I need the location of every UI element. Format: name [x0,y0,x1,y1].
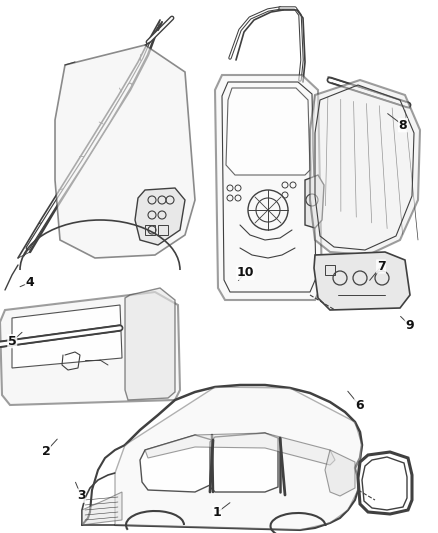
Text: 4: 4 [25,276,34,289]
Polygon shape [140,435,212,492]
Polygon shape [325,450,355,496]
Polygon shape [305,175,324,228]
Polygon shape [125,288,175,400]
Polygon shape [55,45,195,258]
Text: 10: 10 [237,266,254,279]
Polygon shape [82,492,122,525]
Polygon shape [215,75,322,300]
Polygon shape [210,433,278,492]
Polygon shape [310,80,420,255]
Text: 7: 7 [377,260,385,273]
Polygon shape [358,452,412,514]
Text: 8: 8 [399,119,407,132]
Polygon shape [135,188,185,245]
Text: 3: 3 [77,489,85,502]
Text: 6: 6 [355,399,364,411]
Polygon shape [115,387,362,530]
Polygon shape [0,292,180,405]
Text: 9: 9 [405,319,414,332]
Polygon shape [12,305,122,368]
Polygon shape [145,433,335,465]
Text: 2: 2 [42,445,50,458]
Polygon shape [226,88,310,175]
Text: 1: 1 [212,506,221,519]
Text: 5: 5 [8,335,17,348]
Polygon shape [314,252,410,310]
